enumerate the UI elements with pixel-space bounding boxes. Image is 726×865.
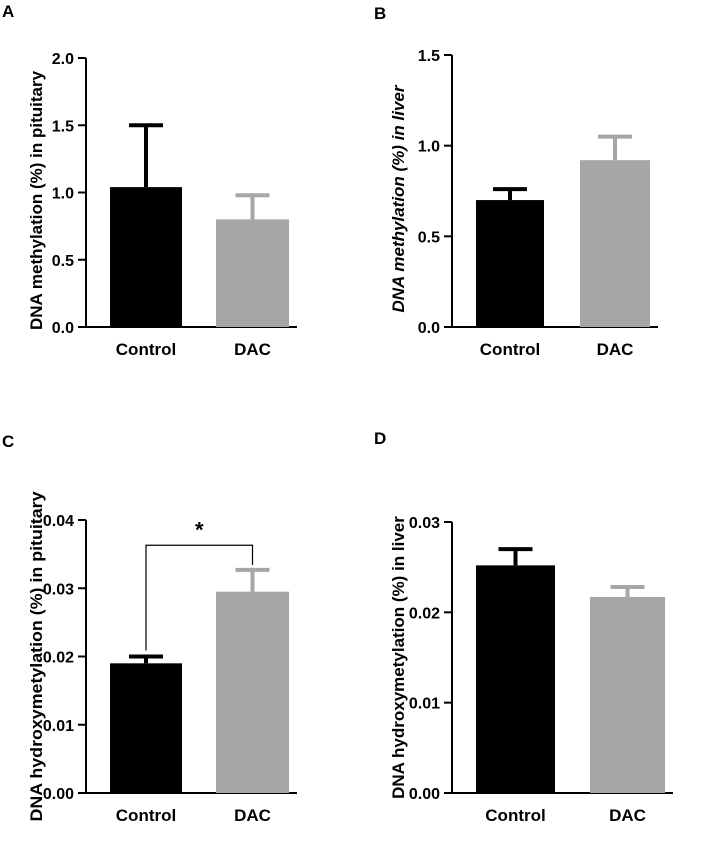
bar-control-d xyxy=(476,565,555,793)
category-label-dac-c: DAC xyxy=(234,806,271,825)
y-tick-label-d: 0.00 xyxy=(409,786,440,803)
category-label-control-b: Control xyxy=(480,340,540,359)
y-tick-label-a: 1.0 xyxy=(52,186,74,203)
bar-control-a xyxy=(110,187,182,327)
category-label-control-c: Control xyxy=(116,806,176,825)
bar-dac-c xyxy=(216,591,289,793)
y-tick-label-a: 0.5 xyxy=(52,253,74,270)
y-tick-label-c: 0.02 xyxy=(43,650,74,667)
bar-control-b xyxy=(476,200,544,327)
bar-dac-a xyxy=(216,219,289,327)
y-axis-title-c: DNA hydroxymetylation (%) in pituitary xyxy=(27,491,46,822)
panel-letter-c: C xyxy=(2,432,14,451)
panel-letter-b: B xyxy=(374,4,386,23)
y-tick-label-c: 0.00 xyxy=(43,786,74,803)
y-tick-label-a: 1.5 xyxy=(52,118,74,135)
y-axis-title-a: DNA methylation (%) in pituitary xyxy=(27,70,46,330)
y-tick-label-c: 0.04 xyxy=(43,513,74,530)
y-tick-label-c: 0.03 xyxy=(43,581,74,598)
bar-control-c xyxy=(110,663,182,793)
category-label-dac-b: DAC xyxy=(597,340,634,359)
y-axis-title-b: DNA methylation (%) in liver xyxy=(389,84,408,312)
y-tick-label-b: 1.0 xyxy=(418,139,440,156)
y-tick-label-d: 0.03 xyxy=(409,515,440,532)
y-tick-label-c: 0.01 xyxy=(43,718,74,735)
y-tick-label-b: 0.5 xyxy=(418,229,440,246)
panel-letter-d: D xyxy=(374,429,386,448)
category-label-control-d: Control xyxy=(485,806,545,825)
bar-dac-d xyxy=(590,596,665,793)
category-label-dac-a: DAC xyxy=(234,340,271,359)
y-tick-label-b: 0.0 xyxy=(418,320,440,337)
panel-letter-a: A xyxy=(2,2,14,21)
y-tick-label-b: 1.5 xyxy=(418,48,440,65)
y-tick-label-d: 0.01 xyxy=(409,696,440,713)
y-tick-label-a: 0.0 xyxy=(52,320,74,337)
y-tick-label-d: 0.02 xyxy=(409,605,440,622)
y-tick-label-a: 2.0 xyxy=(52,51,74,68)
significance-star-c: * xyxy=(195,517,204,542)
category-label-dac-d: DAC xyxy=(609,806,646,825)
significance-bracket-c xyxy=(145,544,254,651)
category-label-control-a: Control xyxy=(116,340,176,359)
y-axis-title-d: DNA hydroxymetylation (%) in liver xyxy=(389,516,408,799)
bar-dac-b xyxy=(580,160,650,327)
